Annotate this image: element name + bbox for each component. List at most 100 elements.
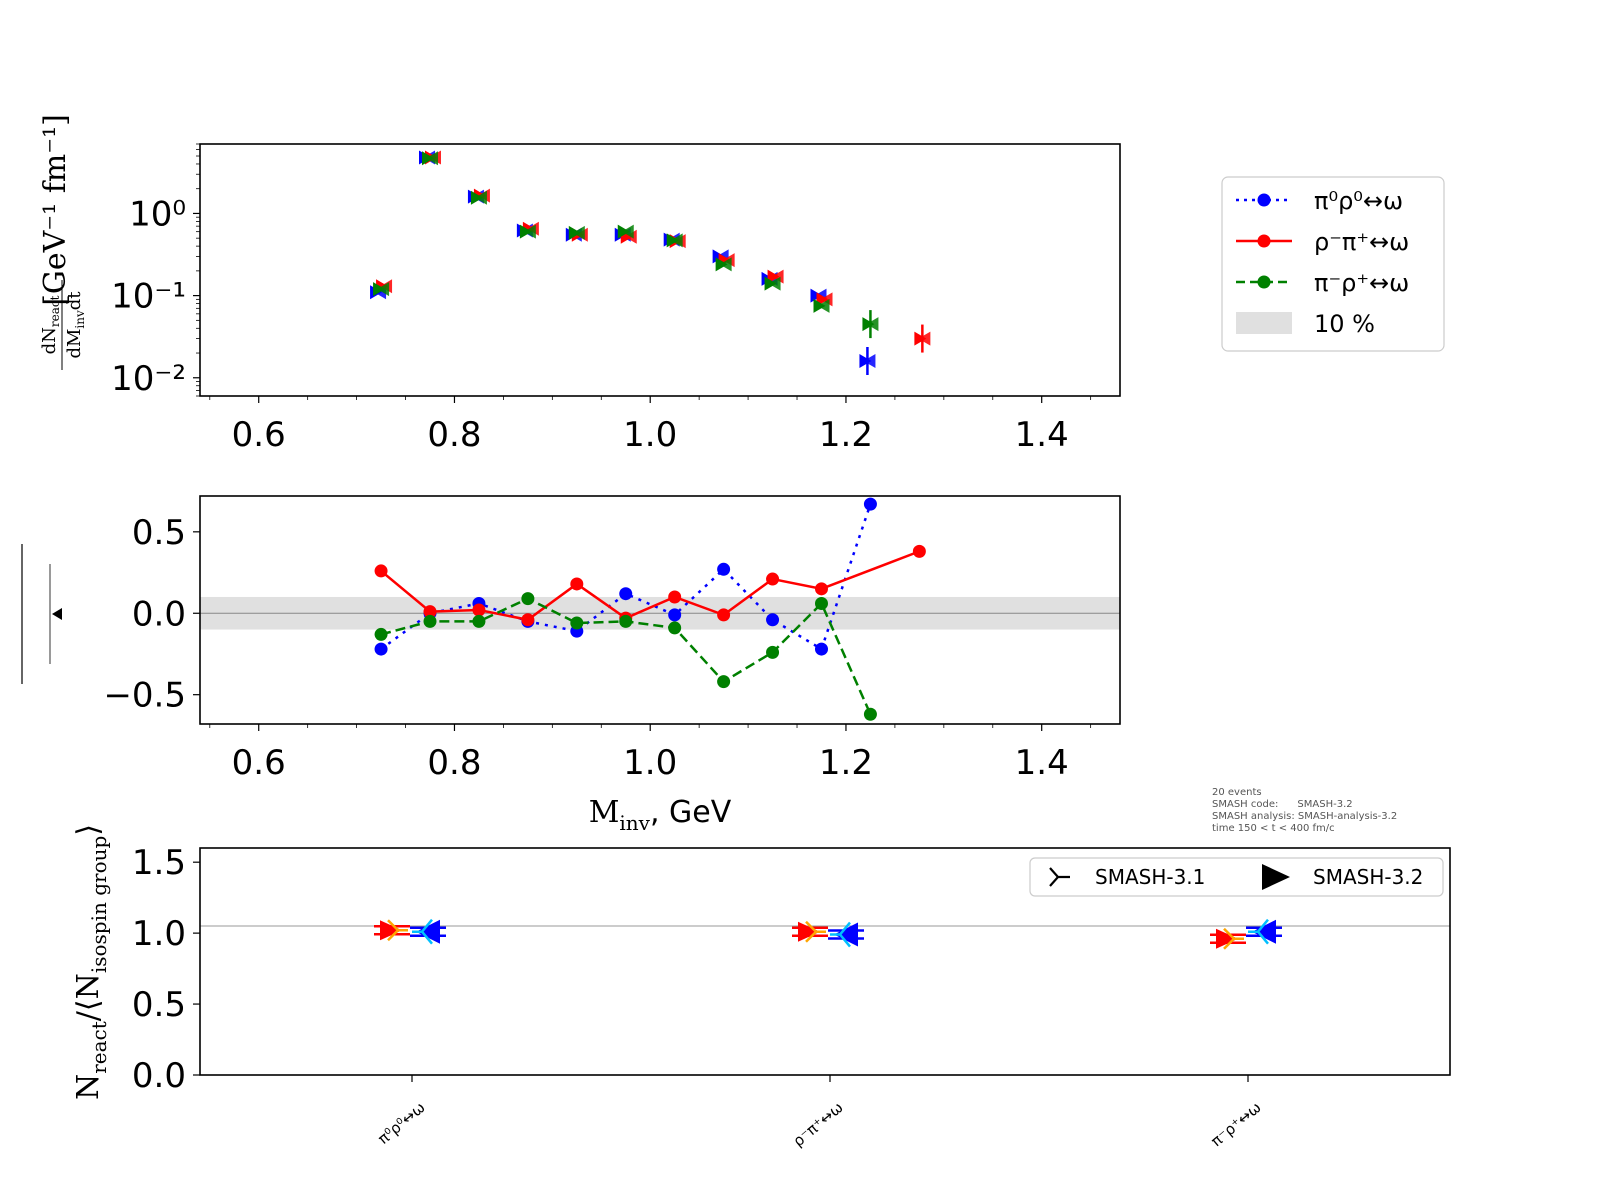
x-tick-label: π⁰ρ⁰↔ω <box>374 1098 428 1148</box>
bottom-x-ticks: π⁰ρ⁰↔ω ρ⁻π⁺↔ω π⁻ρ⁺↔ω <box>374 1075 1265 1150</box>
run-info-analysis: SMASH analysis: SMASH-analysis-3.2 <box>1212 811 1397 822</box>
x-tick-label: 1.4 <box>1015 415 1069 455</box>
smash-31-point <box>374 919 410 942</box>
svg-text:dMinvdt: dMinvdt <box>64 291 87 359</box>
x-tick-label: 1.2 <box>819 743 873 783</box>
smash-32-marker-icon <box>1262 864 1290 890</box>
smash-32-point <box>410 918 446 945</box>
data-point <box>470 190 487 205</box>
bottom-y-ticks: 1.5 1.0 0.5 0.0 <box>132 843 200 1096</box>
data-point <box>814 642 828 656</box>
data-point <box>717 608 731 622</box>
data-point <box>568 225 585 240</box>
legend-entry: π⁻ρ⁺↔ω <box>1236 269 1409 297</box>
x-tick-label: 1.0 <box>623 743 677 783</box>
middle-panel: 0.6 0.8 1.0 1.2 1.4 0.5 0.0 −0.5 Minv, GeV <box>21 495 1121 835</box>
data-point <box>472 614 486 628</box>
x-tick-label: 0.8 <box>427 415 481 455</box>
middle-y-label <box>21 544 62 684</box>
version-legend: SMASH-3.1 SMASH-3.2 <box>1029 857 1444 897</box>
data-point <box>570 577 584 591</box>
x-tick-label: ρ⁻π⁺↔ω <box>789 1098 846 1150</box>
data-point <box>814 596 828 610</box>
y-tick-label: −0.5 <box>103 676 186 716</box>
run-info-events: 20 events <box>1212 787 1262 798</box>
data-point <box>764 276 781 291</box>
y-tick-label: 1.0 <box>132 914 186 954</box>
y-tick-label: 10⁻¹ <box>111 277 186 317</box>
bottom-data-markers <box>374 918 1282 950</box>
data-point <box>374 627 388 641</box>
smash-32-point <box>828 921 864 948</box>
x-tick-label: 1.0 <box>623 415 677 455</box>
smash-31-label: SMASH-3.1 <box>1095 865 1205 889</box>
y-tick-label: 0.5 <box>132 985 186 1025</box>
top-panel: 0.6 0.8 1.0 1.2 1.4 10⁰ 10⁻¹ 10⁻² dNreact dMin… <box>38 114 1121 455</box>
middle-axes-frame <box>199 495 1121 725</box>
y-tick-label: 0.0 <box>132 1056 186 1096</box>
y-tick-label: 10⁻² <box>111 359 186 399</box>
legend-label: π⁰ρ⁰↔ω <box>1314 187 1403 215</box>
data-point <box>423 614 437 628</box>
y-tick-label: 0.5 <box>132 513 186 553</box>
svg-text:[GeV⁻¹ fm⁻¹]: [GeV⁻¹ fm⁻¹] <box>38 114 73 306</box>
run-info: 20 events SMASH code: SMASH-3.2 SMASH an… <box>1212 787 1397 834</box>
top-y-label: dNreact dMinvdt [GeV⁻¹ fm⁻¹] <box>38 114 87 370</box>
x-tick-label: 1.4 <box>1015 743 1069 783</box>
data-point <box>666 233 683 248</box>
data-point <box>668 590 682 604</box>
x-tick-label: π⁻ρ⁺↔ω <box>1207 1098 1264 1150</box>
legend-label: π⁻ρ⁺↔ω <box>1314 269 1409 297</box>
data-point <box>422 151 438 166</box>
y-tick-label: 10⁰ <box>129 194 186 234</box>
run-info-code: SMASH code: SMASH-3.2 <box>1212 799 1353 810</box>
data-point <box>863 497 877 511</box>
data-point <box>766 572 780 586</box>
legend: π⁰ρ⁰↔ω ρ⁻π⁺↔ω π⁻ρ⁺↔ω 10 % <box>1221 176 1445 352</box>
x-tick-label: 0.6 <box>232 743 286 783</box>
data-point <box>715 257 732 272</box>
data-point <box>521 592 535 606</box>
top-axes-frame <box>199 143 1121 397</box>
data-point <box>570 616 584 630</box>
svg-text:dNreact: dNreact <box>39 295 62 354</box>
legend-entry: 10 % <box>1236 310 1375 338</box>
bottom-axes-frame <box>199 847 1451 1076</box>
data-point <box>423 605 437 619</box>
data-point <box>668 621 682 635</box>
legend-label: ρ⁻π⁺↔ω <box>1314 228 1409 256</box>
data-point <box>668 608 682 622</box>
smash-31-marker-icon <box>1049 867 1070 887</box>
data-point <box>521 613 535 627</box>
data-point <box>617 224 634 239</box>
smash-31-point <box>1210 927 1246 950</box>
data-point <box>914 324 931 353</box>
data-point <box>717 562 731 576</box>
bottom-y-label: Nreact/⟨Nisospin group⟩ <box>71 824 111 1100</box>
smash-31-point <box>792 920 828 943</box>
y-tick-label: 0.0 <box>132 594 186 634</box>
data-point <box>619 587 633 601</box>
legend-frame <box>1221 176 1445 352</box>
data-point <box>619 614 633 628</box>
data-point <box>912 544 926 558</box>
data-point <box>859 346 876 375</box>
x-tick-label: 0.6 <box>232 415 286 455</box>
x-tick-label: 0.8 <box>427 743 481 783</box>
data-point <box>814 582 828 596</box>
bottom-panel: 1.5 1.0 0.5 0.0 π⁰ρ⁰↔ω ρ⁻π⁺↔ω π⁻ρ⁺↔ω Nreact/⟨… <box>71 824 1451 1150</box>
smash-32-point <box>1246 918 1282 945</box>
data-point <box>519 224 536 239</box>
legend-entry: π⁰ρ⁰↔ω <box>1236 187 1403 215</box>
y-tick-label: 1.5 <box>132 843 186 883</box>
middle-x-ticks: 0.6 0.8 1.0 1.2 1.4 <box>209 724 1092 783</box>
middle-x-label: Minv, GeV <box>589 795 732 835</box>
smash-32-label: SMASH-3.2 <box>1313 865 1423 889</box>
top-x-ticks: 0.6 0.8 1.0 1.2 1.4 <box>209 396 1092 455</box>
ten-percent-band <box>200 596 1120 630</box>
x-tick-label: 1.2 <box>819 415 873 455</box>
legend-label: 10 % <box>1314 310 1375 338</box>
data-point <box>863 707 877 721</box>
middle-data-lines <box>374 497 926 721</box>
